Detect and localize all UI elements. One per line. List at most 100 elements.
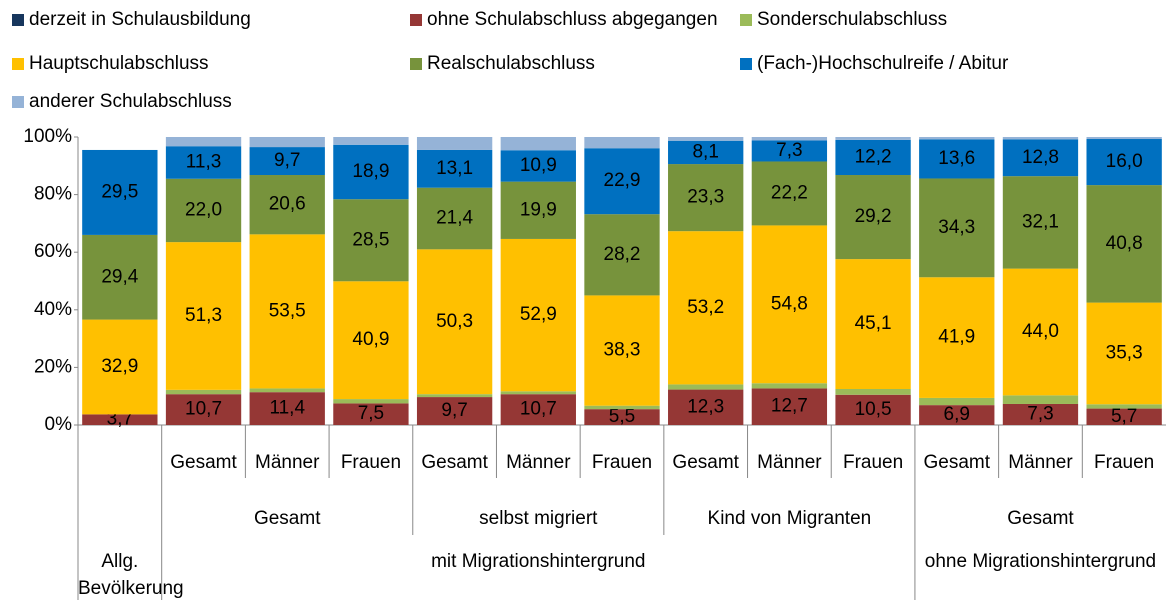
legend-label: anderer Schulabschluss [29,91,232,112]
bar-segment [668,140,744,165]
legend-swatch [12,14,24,26]
data-label: 13,1 [436,158,473,179]
data-label: 29,4 [101,266,138,287]
x-tick-label: Frauen [341,452,401,473]
bar-segment [82,149,158,235]
data-label: 5,7 [1111,406,1137,427]
data-label: 21,4 [436,208,473,229]
bar-segment [1002,395,1079,404]
data-label: 40,8 [1106,233,1143,254]
y-tick-label: 40% [34,299,72,320]
group-label: ohne Migrationshintergrund [924,551,1157,572]
data-label: 10,7 [185,399,222,420]
x-tick-label: Gesamt [672,452,739,473]
data-label: 23,3 [687,187,724,208]
bar-segment [82,319,158,415]
data-label: 22,0 [185,199,222,220]
bar-segment [1086,185,1162,303]
bar-segment [333,403,409,425]
bar-segment [751,383,828,389]
bar-segment [500,137,576,151]
group-label: Allg. Bevölkerung [78,551,184,599]
bar-segment [751,225,828,384]
bar-segment [1002,137,1079,140]
x-tick-label: Männer [255,452,320,473]
x-tick-label: Gesamt [170,452,237,473]
bar-segment [584,295,660,406]
bar-segment [1086,137,1162,140]
bar-segment [500,150,576,182]
bar-segment [500,181,576,239]
bar-segment [835,139,911,176]
data-label: 52,9 [520,304,557,325]
bar-segment [333,137,409,145]
legend-swatch [12,58,24,70]
y-tick-label: 0% [45,414,73,435]
legend-label: (Fach-)Hochschulreife / Abitur [757,53,1009,74]
y-tick-label: 60% [34,241,72,262]
legend-swatch [740,14,752,26]
data-label: 38,3 [604,340,641,361]
legend-label: Realschulabschluss [427,53,595,74]
x-tick-label: Gesamt [924,452,991,473]
data-label: 29,2 [855,206,892,227]
data-label: 12,3 [687,396,724,417]
data-label: 7,5 [358,403,384,424]
bar-segment [165,394,242,425]
bar-segment [500,391,576,395]
bar-segment [668,389,744,425]
bar-segment [584,137,660,149]
legend-label: derzeit in Schulausbildung [29,9,251,30]
bar-segment [835,137,911,140]
bar-segment [1002,403,1079,425]
x-tick-label: Frauen [1094,452,1154,473]
bar-segment [500,238,576,392]
data-label: 10,7 [520,399,557,420]
x-tick-label: Männer [757,452,822,473]
group-label: mit Migrationshintergrund [431,551,646,572]
x-tick-label: Gesamt [421,452,488,473]
legend-swatch [410,58,422,70]
data-label: 44,0 [1022,321,1059,342]
data-label: 12,2 [855,146,892,167]
x-tick-label: Männer [506,452,571,473]
bar-segment [584,409,660,425]
data-label: 29,5 [101,181,138,202]
data-label: 28,2 [604,244,641,265]
group-label: Kind von Migranten [707,508,872,529]
bar-segment [1086,404,1162,409]
bar-segment [919,277,995,398]
bar-segment [1086,139,1162,186]
legend-swatch [12,96,24,108]
bar-segment [416,137,493,150]
data-label: 9,7 [441,400,467,421]
legend-swatch [410,14,422,26]
data-label: 40,9 [352,329,389,350]
bar-segment [584,214,660,296]
bar-segment [835,259,911,389]
bar-segment [249,234,325,389]
group-label: Gesamt [1007,508,1074,529]
bar-segment [333,281,409,400]
x-tick-label: Frauen [592,452,652,473]
data-label: 11,4 [269,398,305,419]
data-label: 10,9 [520,155,557,176]
bar-segment [1002,139,1079,177]
data-label: 51,3 [185,305,222,326]
bar-segment [919,397,995,406]
data-label: 9,7 [274,150,300,171]
bar-segment [1086,408,1162,425]
data-label: 5,5 [609,406,635,427]
bar-segment [165,389,242,395]
bar-segment [919,139,995,179]
data-label: 18,9 [352,161,389,182]
data-label: 12,7 [771,396,808,417]
data-label: 12,8 [1022,147,1059,168]
bar-segment [1002,176,1079,269]
bar-segment [751,137,828,141]
bar-segment [1002,268,1079,396]
data-label: 10,5 [855,399,892,420]
bar-segment [249,388,325,393]
bar-segment [835,394,911,425]
bar-segment [584,405,660,410]
